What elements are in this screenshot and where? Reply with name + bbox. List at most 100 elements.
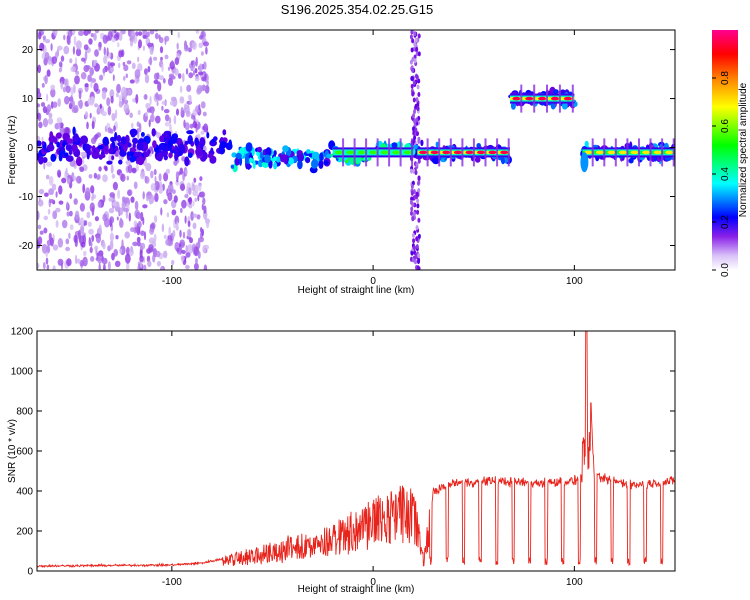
noise-blob <box>47 117 54 125</box>
noise-blob <box>414 127 418 133</box>
noise-blob <box>90 33 94 38</box>
noise-blob <box>164 54 169 60</box>
tone-spike <box>484 138 487 167</box>
spectral-blob <box>201 151 208 160</box>
noise-blob <box>37 91 42 99</box>
spectral-blob <box>207 153 214 159</box>
noise-blob <box>44 74 48 85</box>
noise-blob <box>51 56 58 64</box>
noise-blob <box>86 121 89 130</box>
noise-blob <box>158 75 164 81</box>
tone-peak <box>465 150 474 155</box>
noise-blob <box>133 220 138 228</box>
tone-peak <box>334 150 343 155</box>
spectral-blob <box>159 135 165 143</box>
tone-peak <box>419 150 428 155</box>
noise-blob <box>97 256 103 264</box>
noise-blob <box>83 250 87 257</box>
noise-blob <box>413 31 417 37</box>
noise-blob <box>63 34 66 41</box>
spectral-blob <box>65 155 74 162</box>
spectral-blob <box>38 155 44 165</box>
noise-blob <box>167 183 174 193</box>
noise-blob <box>415 74 419 80</box>
noise-blob <box>80 72 87 80</box>
noise-blob <box>78 30 84 36</box>
noise-blob <box>180 106 184 116</box>
noise-blob <box>187 47 192 53</box>
noise-blob <box>411 216 415 222</box>
noise-blob <box>192 121 198 129</box>
noise-blob <box>93 172 98 179</box>
noise-blob <box>165 168 171 174</box>
noise-blob <box>50 84 56 91</box>
noise-blob <box>144 68 148 75</box>
noise-blob <box>38 188 45 195</box>
tone-spike <box>649 138 652 167</box>
noise-blob <box>111 113 116 121</box>
spectral-blob <box>206 132 210 139</box>
noise-blob <box>201 76 207 82</box>
noise-blob <box>63 79 68 86</box>
noise-blob <box>410 83 414 89</box>
noise-blob <box>138 122 142 133</box>
spectral-blob <box>280 154 288 163</box>
colorbar-ticks: 0.0 0.2 0.4 0.6 0.8 <box>712 71 731 277</box>
noise-blob <box>156 260 161 267</box>
noise-blob <box>167 192 173 202</box>
noise-blob <box>99 74 104 81</box>
noise-blob <box>413 58 417 64</box>
noise-blob <box>201 203 204 211</box>
spectral-blob <box>174 145 178 153</box>
noise-blob <box>134 200 139 211</box>
y-tick-label: 400 <box>16 487 33 498</box>
noise-blob <box>205 220 210 229</box>
noise-blob <box>416 265 420 270</box>
noise-blob <box>127 164 133 174</box>
tone-peak <box>538 96 547 101</box>
noise-blob <box>144 176 150 184</box>
noise-blob <box>130 196 135 203</box>
y-tick-label: 10 <box>22 94 34 105</box>
noise-blob <box>137 129 140 139</box>
noise-blob <box>124 253 131 264</box>
noise-blob <box>103 263 106 270</box>
noise-blob <box>163 109 170 114</box>
spectral-blob <box>264 154 271 164</box>
noise-blob <box>37 224 42 230</box>
noise-blob <box>155 32 159 40</box>
x-tick-label: -100 <box>162 577 182 588</box>
tone-spike <box>438 138 441 167</box>
noise-blob <box>187 244 193 255</box>
noise-blob <box>102 195 106 203</box>
noise-blob <box>75 70 80 75</box>
noise-blob <box>42 25 47 30</box>
noise-blob <box>43 161 46 170</box>
noise-blob <box>417 253 421 259</box>
noise-blob <box>69 58 73 64</box>
noise-blob <box>94 49 99 57</box>
tone-peak <box>665 150 674 155</box>
spectral-blob <box>476 143 482 149</box>
noise-blob <box>98 46 102 51</box>
noise-blob <box>124 231 130 239</box>
spectral-blob <box>550 102 556 110</box>
noise-blob <box>185 68 189 75</box>
noise-blob <box>85 65 91 70</box>
noise-blob <box>413 135 417 141</box>
noise-blob <box>115 32 120 38</box>
tone-peak <box>563 96 572 101</box>
noise-blob <box>163 250 168 259</box>
noise-blob <box>410 30 414 33</box>
spectral-blob <box>106 160 113 165</box>
noise-blob <box>87 98 92 106</box>
noise-blob <box>197 194 200 202</box>
noise-blob <box>84 83 89 88</box>
tone-spike <box>365 138 368 167</box>
noise-blob <box>126 175 129 181</box>
spectral-blob <box>272 156 277 162</box>
noise-blob <box>79 217 85 227</box>
spectral-blob <box>319 152 324 162</box>
colorbar-tick-label: 0.6 <box>720 119 731 133</box>
noise-blob <box>63 45 70 55</box>
